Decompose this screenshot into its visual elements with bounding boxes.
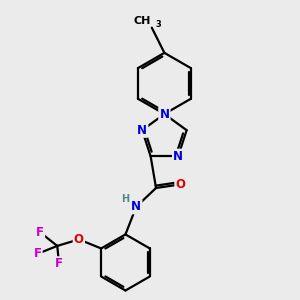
Text: N: N [131,200,141,213]
Text: N: N [137,124,147,137]
Text: O: O [74,233,84,246]
Text: O: O [176,178,185,191]
Text: N: N [173,150,183,163]
Text: H: H [121,194,129,204]
Text: F: F [34,247,41,260]
Text: F: F [55,257,63,270]
Text: CH: CH [133,16,150,26]
Text: N: N [159,107,170,121]
Text: F: F [36,226,44,239]
Text: 3: 3 [155,20,161,29]
